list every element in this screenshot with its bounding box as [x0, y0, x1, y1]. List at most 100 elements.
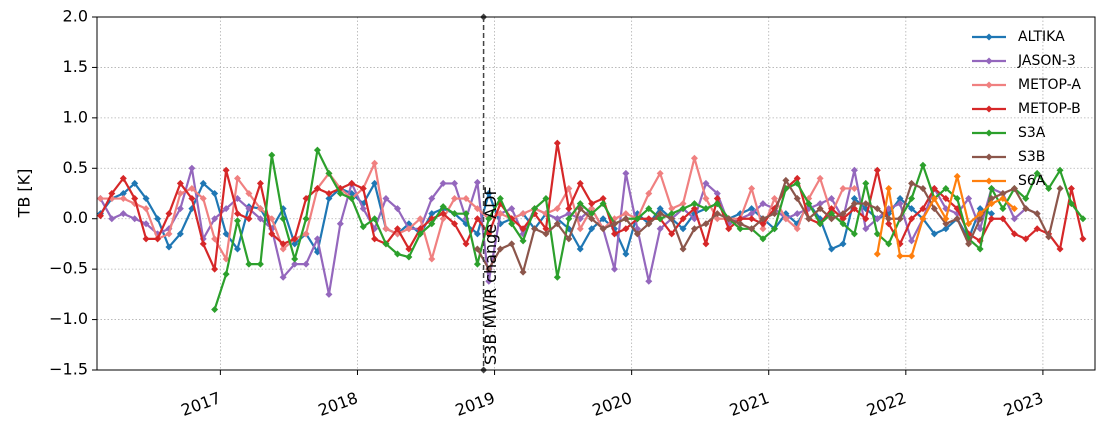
- data-point: [313, 235, 321, 243]
- data-point: [291, 235, 299, 243]
- data-point: [405, 245, 413, 253]
- data-point: [622, 215, 630, 223]
- data-point: [930, 230, 938, 238]
- data-point: [987, 184, 995, 192]
- data-point: [496, 245, 504, 253]
- data-point: [256, 260, 264, 268]
- data-point: [656, 215, 664, 223]
- data-point: [793, 174, 801, 182]
- data-point: [313, 146, 321, 154]
- legend-label: JASON-3: [1017, 53, 1076, 69]
- data-point: [1010, 215, 1018, 223]
- data-point: [176, 190, 184, 197]
- legend: ALTIKA JASON-3 METOP-A METOP-B S3A S3B S6A: [972, 29, 1081, 189]
- data-point: [850, 230, 858, 238]
- data-point: [428, 210, 436, 218]
- data-point: [393, 205, 401, 213]
- data-point: [439, 215, 447, 223]
- data-point: [713, 215, 721, 223]
- data-point: [302, 215, 310, 223]
- data-point: [736, 215, 744, 223]
- data-point: [382, 225, 390, 233]
- data-point: [496, 220, 504, 228]
- data-point: [313, 248, 321, 256]
- data-point: [896, 252, 904, 260]
- y-tick-label: 2.0: [63, 7, 88, 26]
- data-point: [839, 240, 847, 248]
- data-point: [542, 230, 550, 238]
- data-point: [485, 265, 493, 273]
- data-point: [222, 270, 230, 278]
- data-point: [473, 205, 481, 213]
- data-point: [999, 205, 1007, 213]
- data-point: [919, 205, 927, 213]
- data-point: [668, 205, 676, 213]
- data-point: [908, 215, 916, 223]
- data-point: [576, 200, 584, 208]
- data-point: [325, 195, 333, 203]
- data-point: [987, 210, 995, 218]
- data-point: [268, 230, 276, 238]
- data-point: [165, 243, 173, 251]
- data-point: [234, 174, 242, 182]
- data-point: [839, 220, 847, 228]
- data-point: [485, 190, 493, 197]
- data-point: [473, 260, 481, 268]
- data-point: [119, 195, 127, 203]
- data-point: [611, 220, 619, 228]
- data-point: [119, 190, 127, 197]
- data-point: [199, 195, 207, 203]
- data-point: [371, 235, 379, 243]
- data-point: [1022, 205, 1030, 213]
- data-point: [816, 200, 824, 208]
- legend-marker: [985, 177, 993, 185]
- data-point: [188, 164, 196, 172]
- data-point: [656, 205, 664, 213]
- data-point: [97, 195, 104, 203]
- data-point: [291, 260, 299, 268]
- data-point: [451, 210, 459, 218]
- data-point: [873, 215, 881, 223]
- data-point: [987, 215, 995, 223]
- y-tick-label: −1.0: [49, 309, 88, 328]
- legend-marker: [985, 33, 993, 41]
- data-point: [645, 220, 653, 228]
- data-point: [690, 225, 698, 233]
- data-point: [885, 240, 893, 248]
- x-tick-label: 2022: [864, 388, 909, 420]
- data-point: [690, 154, 698, 162]
- data-point: [645, 205, 653, 213]
- data-point: [142, 205, 150, 213]
- data-point: [896, 215, 904, 223]
- data-point: [942, 215, 950, 223]
- data-point: [531, 225, 539, 233]
- data-point: [485, 230, 493, 238]
- data-point: [850, 205, 858, 213]
- data-point: [759, 225, 767, 233]
- data-point: [142, 195, 150, 203]
- data-point: [873, 166, 881, 174]
- data-point: [222, 166, 230, 174]
- data-point: [953, 195, 961, 203]
- data-point: [371, 215, 379, 223]
- data-point: [759, 200, 767, 208]
- data-point: [131, 179, 139, 187]
- y-tick-label: 1.0: [63, 107, 88, 126]
- data-point: [805, 215, 813, 223]
- data-point: [245, 190, 253, 197]
- data-point: [976, 210, 984, 218]
- series-layer: [97, 139, 1087, 313]
- data-point: [188, 184, 196, 192]
- x-tick-label: 2017: [179, 388, 224, 420]
- data-point: [805, 200, 813, 208]
- data-point: [702, 240, 710, 248]
- data-point: [782, 215, 790, 223]
- data-point: [222, 205, 230, 213]
- data-point: [496, 210, 504, 218]
- data-point: [1033, 210, 1041, 218]
- legend-label: METOP-B: [1018, 101, 1081, 117]
- data-point: [759, 215, 767, 223]
- data-point: [553, 215, 561, 223]
- y-tick-label: 0.0: [63, 208, 88, 227]
